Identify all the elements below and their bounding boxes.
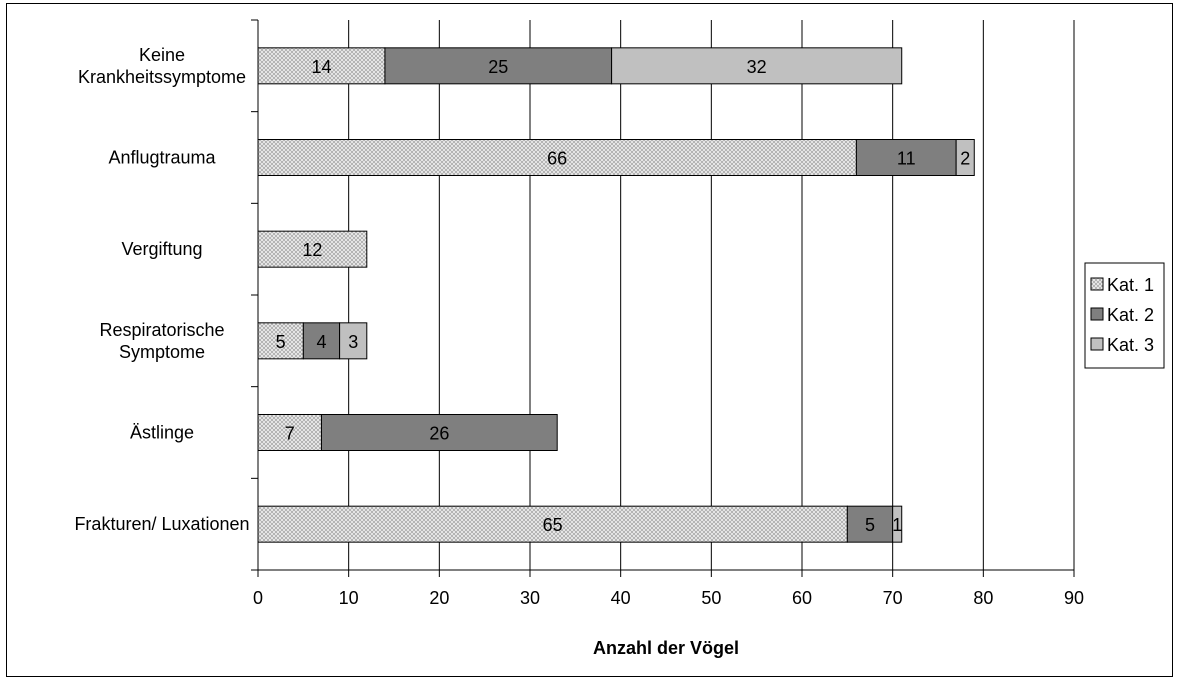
- bar-2-0: [384, 47, 613, 85]
- legend-swatch-3: [1090, 337, 1104, 351]
- bar-2-4: [320, 414, 558, 451]
- gridlines: [348, 20, 1075, 570]
- axes: [251, 19, 1075, 577]
- category-label-1: Anflugtrauma: [108, 148, 216, 168]
- x-tick-label-70: 70: [883, 588, 903, 608]
- bar-1-5: [257, 505, 848, 543]
- x-tick-label-80: 80: [973, 588, 993, 608]
- legend-label-1: Kat. 1: [1107, 275, 1154, 295]
- category-labels: Keine Krankheitssymptome Anflugtrauma Vergi…: [74, 45, 249, 534]
- bar-1-4: [257, 414, 322, 451]
- data-label-3-0: 32: [747, 57, 767, 77]
- legend: Kat. 1 Kat. 2 Kat. 3: [1084, 262, 1165, 369]
- data-label-3-5: 1: [892, 515, 902, 535]
- category-label-0: Keine Krankheitssymptome: [78, 45, 246, 87]
- bar-3-3: [339, 322, 368, 360]
- legend-label-3: Kat. 3: [1107, 335, 1154, 355]
- bar-3-1: [955, 139, 975, 176]
- data-label-1-3: 5: [276, 332, 286, 352]
- x-tick-label-20: 20: [429, 588, 449, 608]
- bar-2-3: [302, 322, 341, 360]
- bar-2-1: [855, 139, 957, 176]
- data-label-2-4: 26: [429, 424, 449, 444]
- bar-1-1: [257, 139, 857, 176]
- x-axis-title: Anzahl der Vögel: [593, 638, 739, 658]
- data-label-2-3: 4: [316, 332, 326, 352]
- x-tick-label-50: 50: [701, 588, 721, 608]
- x-tick-label-40: 40: [611, 588, 631, 608]
- x-tick-labels: 0 10 20 30 40 50 60 70 80 90: [253, 588, 1084, 608]
- data-label-1-4: 7: [285, 424, 295, 444]
- category-label-4: Ästlinge: [130, 423, 194, 443]
- data-label-3-3: 3: [348, 332, 358, 352]
- legend-swatch-2: [1090, 307, 1104, 321]
- bar-3-5: [892, 505, 903, 543]
- x-tick-label-30: 30: [520, 588, 540, 608]
- legend-swatch-1: [1090, 277, 1104, 291]
- legend-label-2: Kat. 2: [1107, 305, 1154, 325]
- x-tick-label-10: 10: [339, 588, 359, 608]
- category-label-2: Vergiftung: [121, 239, 202, 259]
- data-label-1-2: 12: [302, 240, 322, 260]
- x-tick-label-60: 60: [792, 588, 812, 608]
- bar-2-5: [846, 505, 894, 543]
- data-label-1-5: 65: [543, 515, 563, 535]
- data-label-1-1: 66: [547, 149, 567, 169]
- data-label-3-1: 2: [960, 149, 970, 169]
- x-tick-label-90: 90: [1064, 588, 1084, 608]
- category-label-5: Frakturen/ Luxationen: [74, 514, 249, 534]
- data-label-2-0: 25: [488, 57, 508, 77]
- bar-3-0: [611, 47, 903, 85]
- data-label-1-0: 14: [311, 57, 331, 77]
- chart-frame: [6, 3, 1173, 677]
- data-label-2-1: 11: [897, 149, 916, 169]
- data-label-2-5: 5: [865, 515, 875, 535]
- category-label-3: Respiratorische Symptome: [99, 320, 224, 362]
- x-tick-label-0: 0: [253, 588, 263, 608]
- bar-1-2: [257, 230, 368, 268]
